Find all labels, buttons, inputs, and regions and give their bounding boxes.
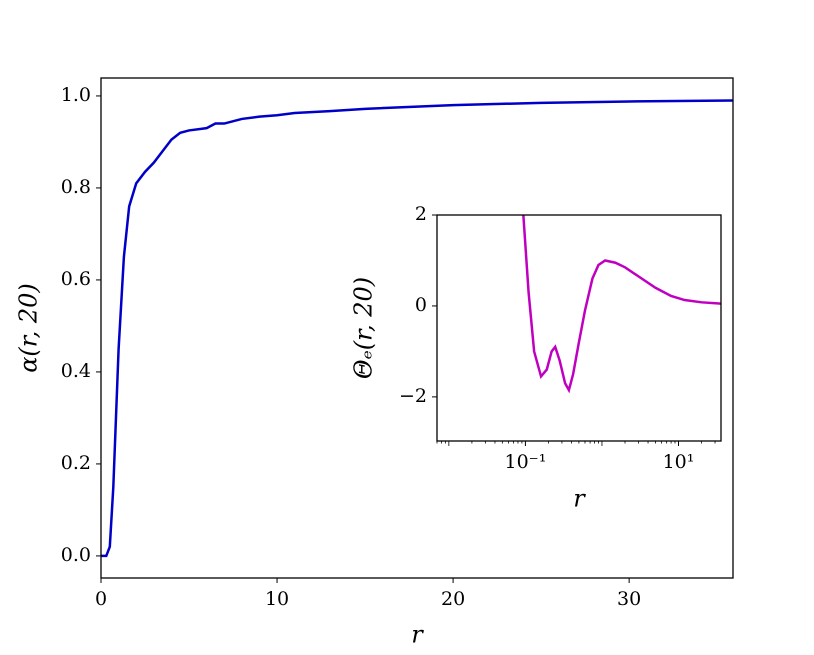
y-tick-label: −2 xyxy=(399,385,427,407)
y-tick-label: 0.0 xyxy=(61,544,91,566)
x-tick-label: 10¹ xyxy=(663,451,695,473)
plot-area xyxy=(437,215,721,441)
axes-frame xyxy=(100,77,734,579)
x-tick-label: 0 xyxy=(95,588,107,610)
y-tick-label: 0.8 xyxy=(61,176,91,198)
x-axis-label: r xyxy=(411,621,424,649)
line xyxy=(522,215,721,394)
y-tick-label: 0.6 xyxy=(61,268,91,290)
y-axis-label: α(r, 20) xyxy=(15,283,43,373)
x-tick-label: 30 xyxy=(617,588,641,610)
line xyxy=(101,99,733,558)
y-tick-label: 0.2 xyxy=(61,452,91,474)
x-tick-label: 10⁻¹ xyxy=(504,451,546,473)
y-tick-label: 2 xyxy=(415,203,427,225)
y-axis-label: Θₑ(r, 20) xyxy=(350,277,378,379)
x-tick-label: 20 xyxy=(441,588,465,610)
x-tick-label: 10 xyxy=(265,588,289,610)
y-tick-label: 0.4 xyxy=(61,360,91,382)
y-tick-label: 0 xyxy=(415,294,427,316)
y-tick-label: 1.0 xyxy=(61,84,91,106)
x-axis-label: r xyxy=(573,485,586,513)
